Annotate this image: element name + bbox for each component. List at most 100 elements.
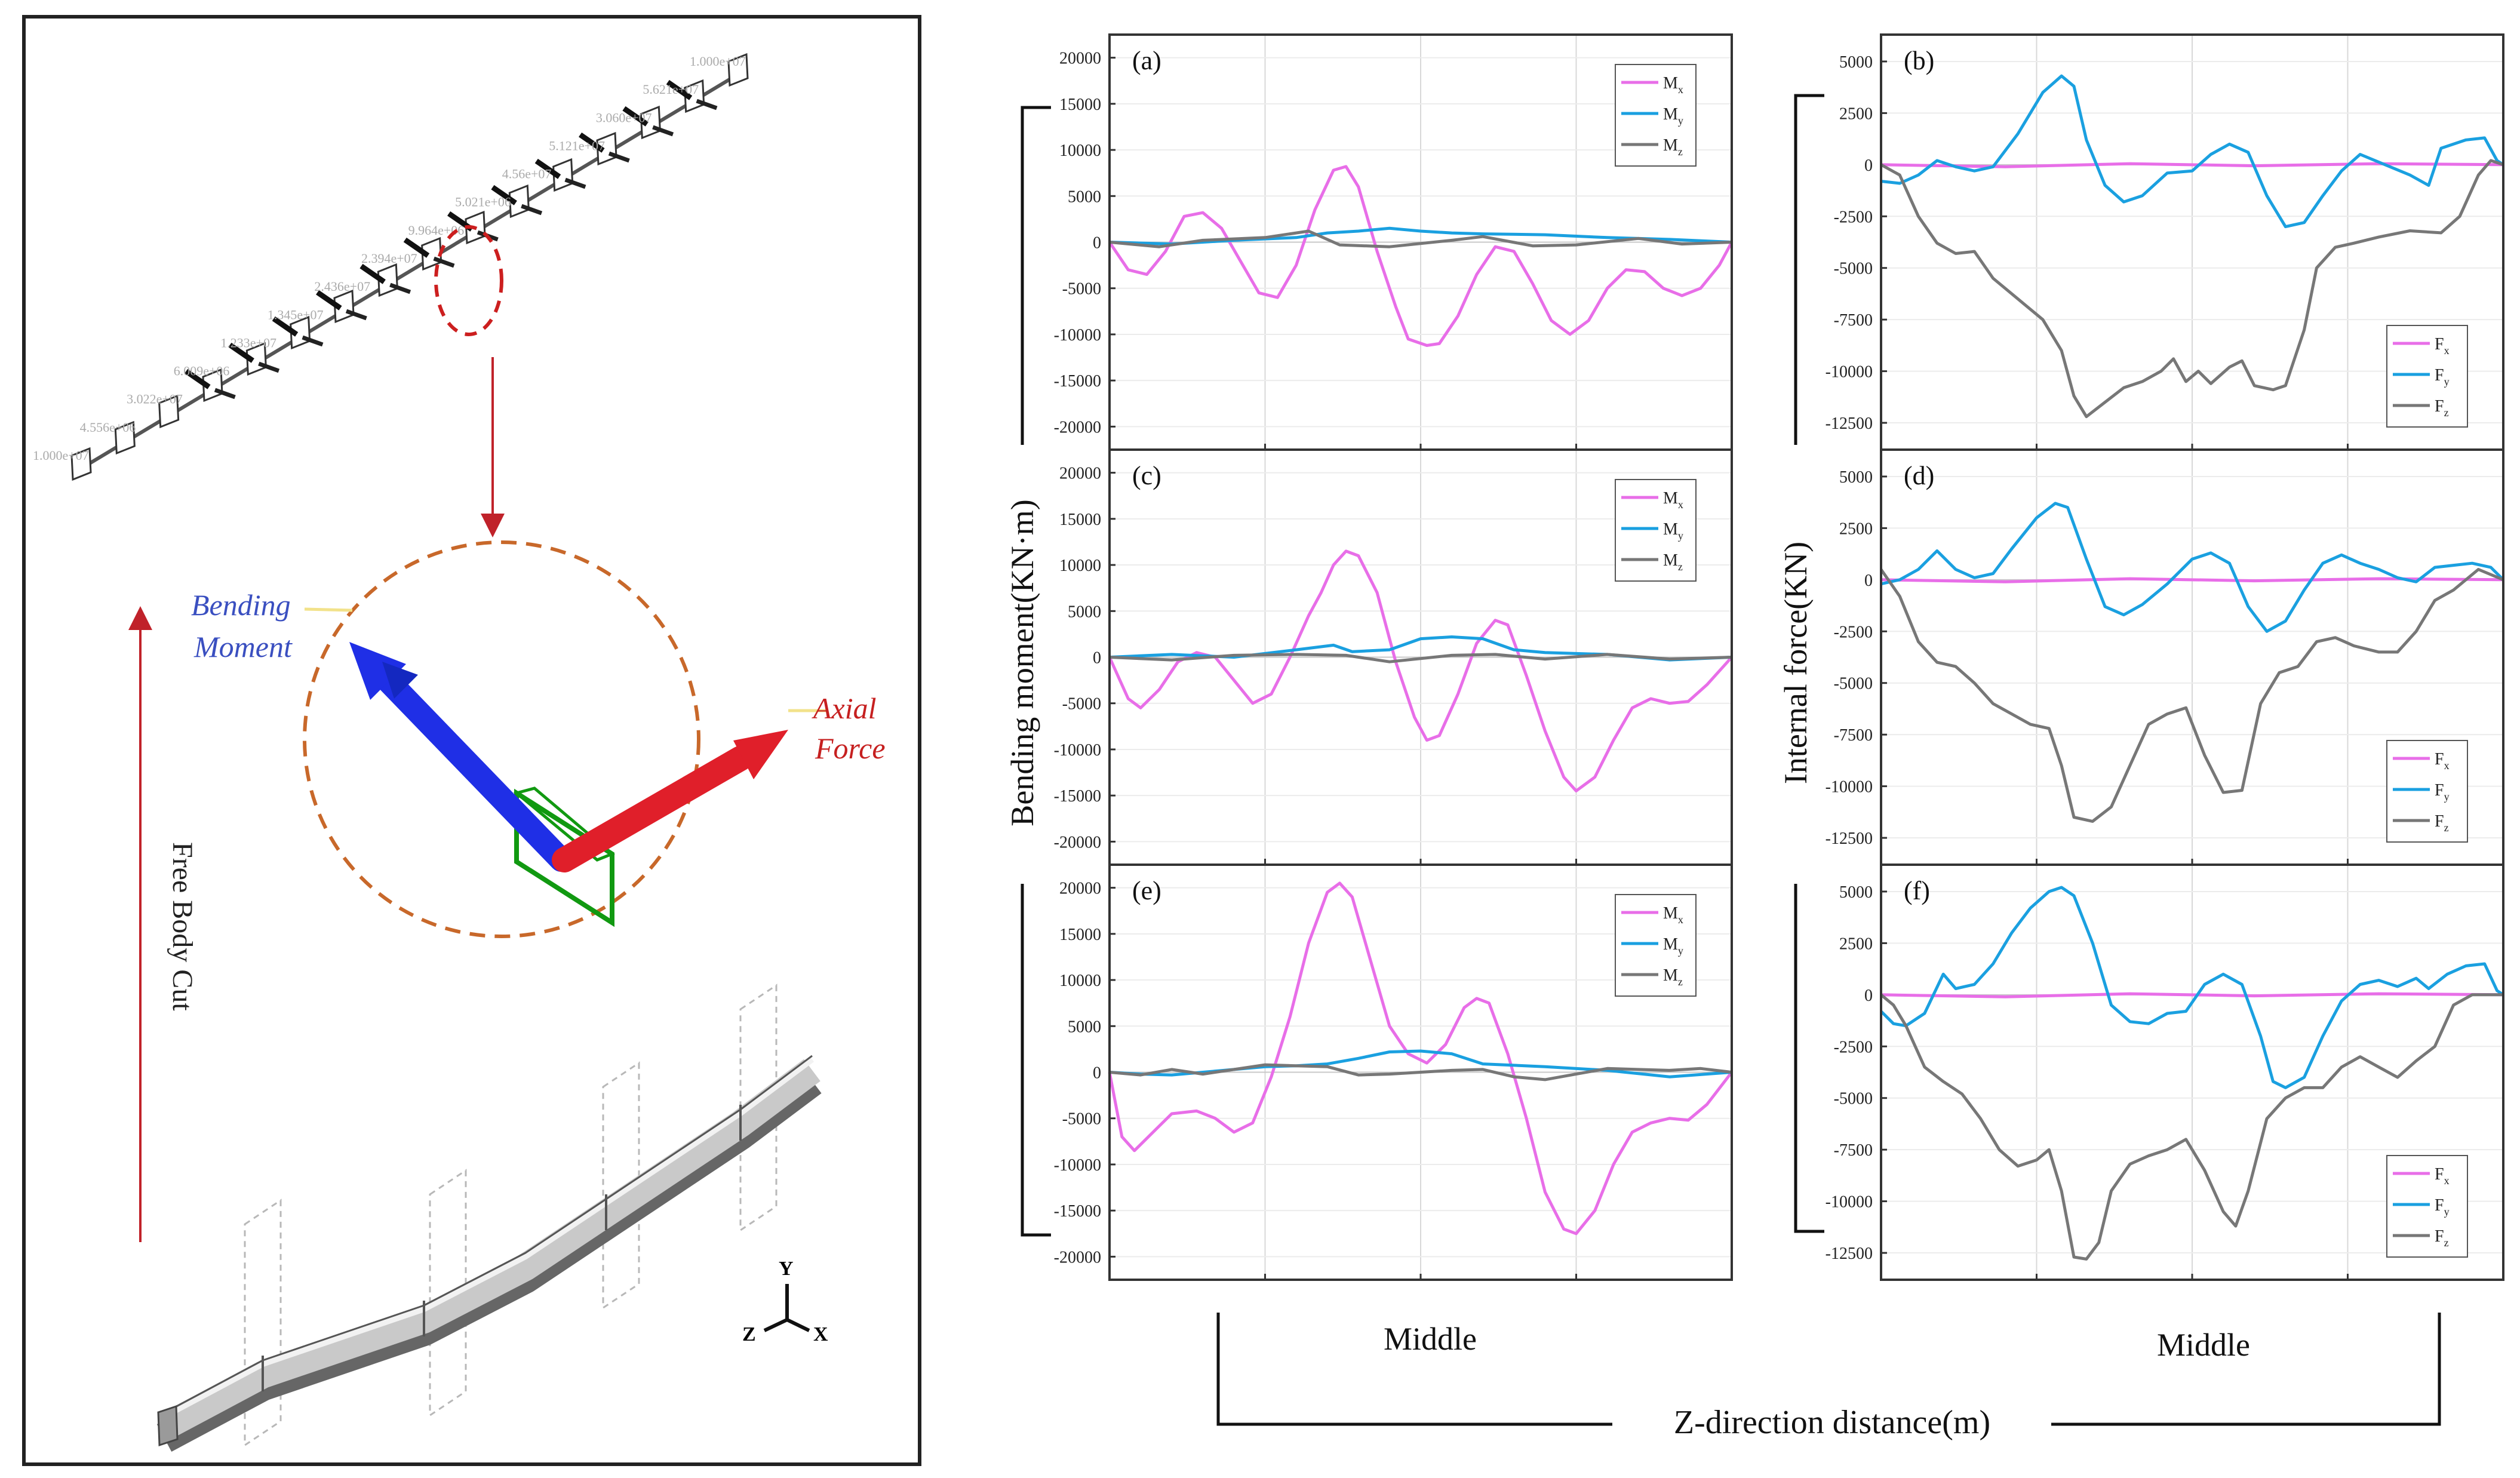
y-tick-label: -2500: [1834, 208, 1873, 226]
section-plane-edge: [513, 786, 615, 862]
axial-label-line1: Axial: [812, 692, 877, 725]
y-tick-label: 15000: [1059, 511, 1101, 529]
chart-panel: 5000 2500 0 -2500 -5000 -7500 -10000 -12500 (d) F…: [1826, 448, 2504, 866]
y-tick-label: -5000: [1062, 280, 1101, 299]
y-tick-label: -7500: [1834, 1141, 1873, 1160]
axial-force-arrow: [552, 730, 788, 872]
y-tick-label: 0: [1864, 987, 1873, 1005]
series-line-fz: [1879, 568, 2504, 823]
model-annotation: 5.121e+07: [549, 138, 605, 153]
y-tick-label: 2500: [1839, 105, 1873, 123]
force-arrow: [579, 132, 605, 153]
y-tick-label: -10000: [1054, 326, 1101, 345]
y-tick-label: 0: [1093, 649, 1101, 668]
force-arrow: [389, 282, 411, 294]
chart-panel: 20000 15000 10000 5000 0 -5000 -10000 -15000 -20…: [1054, 864, 1733, 1281]
model-annotation: 1.000e+07: [33, 448, 89, 463]
model-annotation: 3.022e+07: [127, 392, 183, 407]
y-tick-label: 5000: [1839, 53, 1873, 72]
chart-panels: 20000 15000 10000 5000 0 -5000 -10000 -15000 -20…: [1054, 33, 2504, 1281]
y-tick-label: -5000: [1834, 260, 1873, 278]
force-arrow: [302, 335, 324, 347]
y-tick-label: 10000: [1059, 972, 1101, 990]
beam-end-cap: [157, 1405, 179, 1447]
y-tick-label: -5000: [1062, 1110, 1101, 1129]
y-tick-label: -7500: [1834, 311, 1873, 330]
plot-frame: [1108, 864, 1733, 1281]
force-arrow: [622, 106, 649, 127]
y-tick-label: 0: [1864, 156, 1873, 175]
y-tick-label: -10000: [1826, 778, 1873, 797]
y-tick-label: 20000: [1059, 50, 1101, 68]
y-tick-label: 2500: [1839, 520, 1873, 538]
series-line-mx: [1108, 881, 1733, 1236]
model-annotation: 3.060e+07: [596, 110, 652, 125]
y-tick-label: 20000: [1059, 880, 1101, 898]
legend-label: My: [1663, 520, 1683, 542]
force-arrow: [345, 309, 367, 321]
force-arrow: [433, 256, 455, 268]
ylabel-internal-force: Internal force(KN): [1778, 542, 1814, 784]
middle-label-left: Middle: [1384, 1321, 1477, 1357]
zoom-ellipse: [303, 540, 700, 938]
force-arrow: [316, 290, 342, 311]
zoom-view: Bending Moment Axial Force: [191, 540, 886, 938]
y-tick-label: 2500: [1839, 935, 1873, 953]
axis-z-label: Z: [742, 1323, 756, 1345]
free-body-cut-label: Free Body Cut: [167, 842, 198, 1011]
bending-label-leader: [304, 607, 353, 612]
y-tick-label: 15000: [1059, 926, 1101, 944]
highlight-cut-ellipse: [434, 225, 503, 336]
y-tick-label: -20000: [1054, 418, 1101, 437]
y-tick-label: -15000: [1054, 1202, 1101, 1221]
plot-frame: [1880, 864, 2504, 1281]
cut-planes: [70, 53, 749, 481]
force-arrow: [258, 361, 280, 373]
y-tick-label: 0: [1864, 571, 1873, 590]
series-line-mz: [1109, 653, 1732, 663]
y-tick-label: -10000: [1826, 1193, 1873, 1212]
force-arrow: [696, 99, 718, 110]
force-arrow: [214, 388, 236, 400]
bending-label-line1: Bending: [191, 588, 291, 622]
y-tick-label: 5000: [1839, 883, 1873, 902]
legend-box: [2386, 325, 2468, 428]
panel-label: (c): [1132, 461, 1161, 490]
axis-triad: Y Z X: [742, 1258, 828, 1345]
series-line-fx: [1880, 162, 2504, 168]
y-tick-label: -2500: [1834, 623, 1873, 641]
series-line-mz: [1109, 229, 1732, 248]
y-tick-label: 15000: [1059, 96, 1101, 114]
legend-box: [2386, 1155, 2468, 1258]
bracket-left-bottom: [1021, 884, 1051, 1237]
y-tick-label: -5000: [1834, 675, 1873, 693]
panel-label: (e): [1132, 876, 1161, 905]
force-arrow: [228, 342, 254, 363]
cut-model-spine: [79, 73, 739, 471]
force-arrow: [403, 237, 430, 258]
y-tick-label: 5000: [1068, 188, 1101, 206]
model-annotation: 1.345e+07: [268, 307, 324, 322]
middle-label-right: Middle: [2157, 1327, 2250, 1363]
model-annotation: 1.233e+07: [220, 335, 276, 350]
series-line-fz: [1880, 159, 2504, 419]
y-tick-label: -10000: [1826, 363, 1873, 382]
panel-label: (f): [1904, 876, 1930, 905]
y-tick-label: -15000: [1054, 372, 1101, 391]
y-tick-label: 5000: [1839, 468, 1873, 487]
y-tick-label: -10000: [1054, 741, 1101, 760]
chart-panel: 5000 2500 0 -2500 -5000 -7500 -10000 -12500 (b) F…: [1826, 33, 2504, 451]
legend-box: [1615, 479, 1697, 582]
cut-plane: [158, 394, 180, 429]
force-arrow: [185, 368, 211, 389]
cut-plane: [727, 53, 749, 87]
series-line-mx: [1108, 165, 1734, 347]
left-figure: 1.000e+07 4.556e+06 3.022e+07 6.009e+06 1.23…: [22, 15, 921, 1466]
chart-panel: 20000 15000 10000 5000 0 -5000 -10000 -15000 -20…: [1054, 33, 1734, 451]
bracket-left-top: [1021, 106, 1051, 445]
